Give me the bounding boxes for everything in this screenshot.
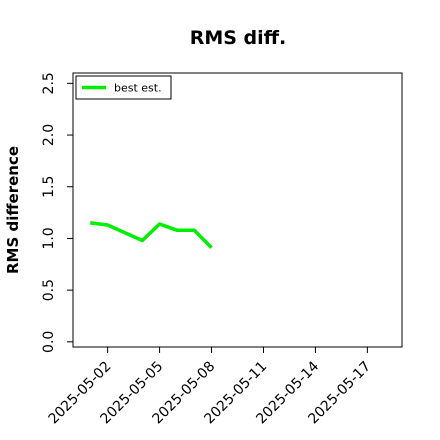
series-line-0 xyxy=(90,221,213,249)
y-axis: 0.0 0.5 1.0 1.5 2.0 2.5 xyxy=(41,72,73,353)
legend-label: best est. xyxy=(114,82,162,95)
y-tick-label: 1.0 xyxy=(41,227,57,249)
y-tick-label: 2.5 xyxy=(41,72,57,94)
y-tick-label: 0.5 xyxy=(41,279,57,301)
y-tick-label: 1.5 xyxy=(41,176,57,198)
y-tick-label: 2.0 xyxy=(41,124,57,146)
plot-frame xyxy=(72,72,403,348)
x-axis: 2025-05-022025-05-052025-05-082025-05-11… xyxy=(46,347,374,427)
series-layer xyxy=(90,221,213,249)
y-axis-label: RMS difference xyxy=(4,146,22,274)
legend: best est. xyxy=(75,75,172,100)
y-tick-label: 0.0 xyxy=(41,331,57,353)
chart-title: RMS diff. xyxy=(190,27,287,49)
legend-box xyxy=(75,75,172,100)
